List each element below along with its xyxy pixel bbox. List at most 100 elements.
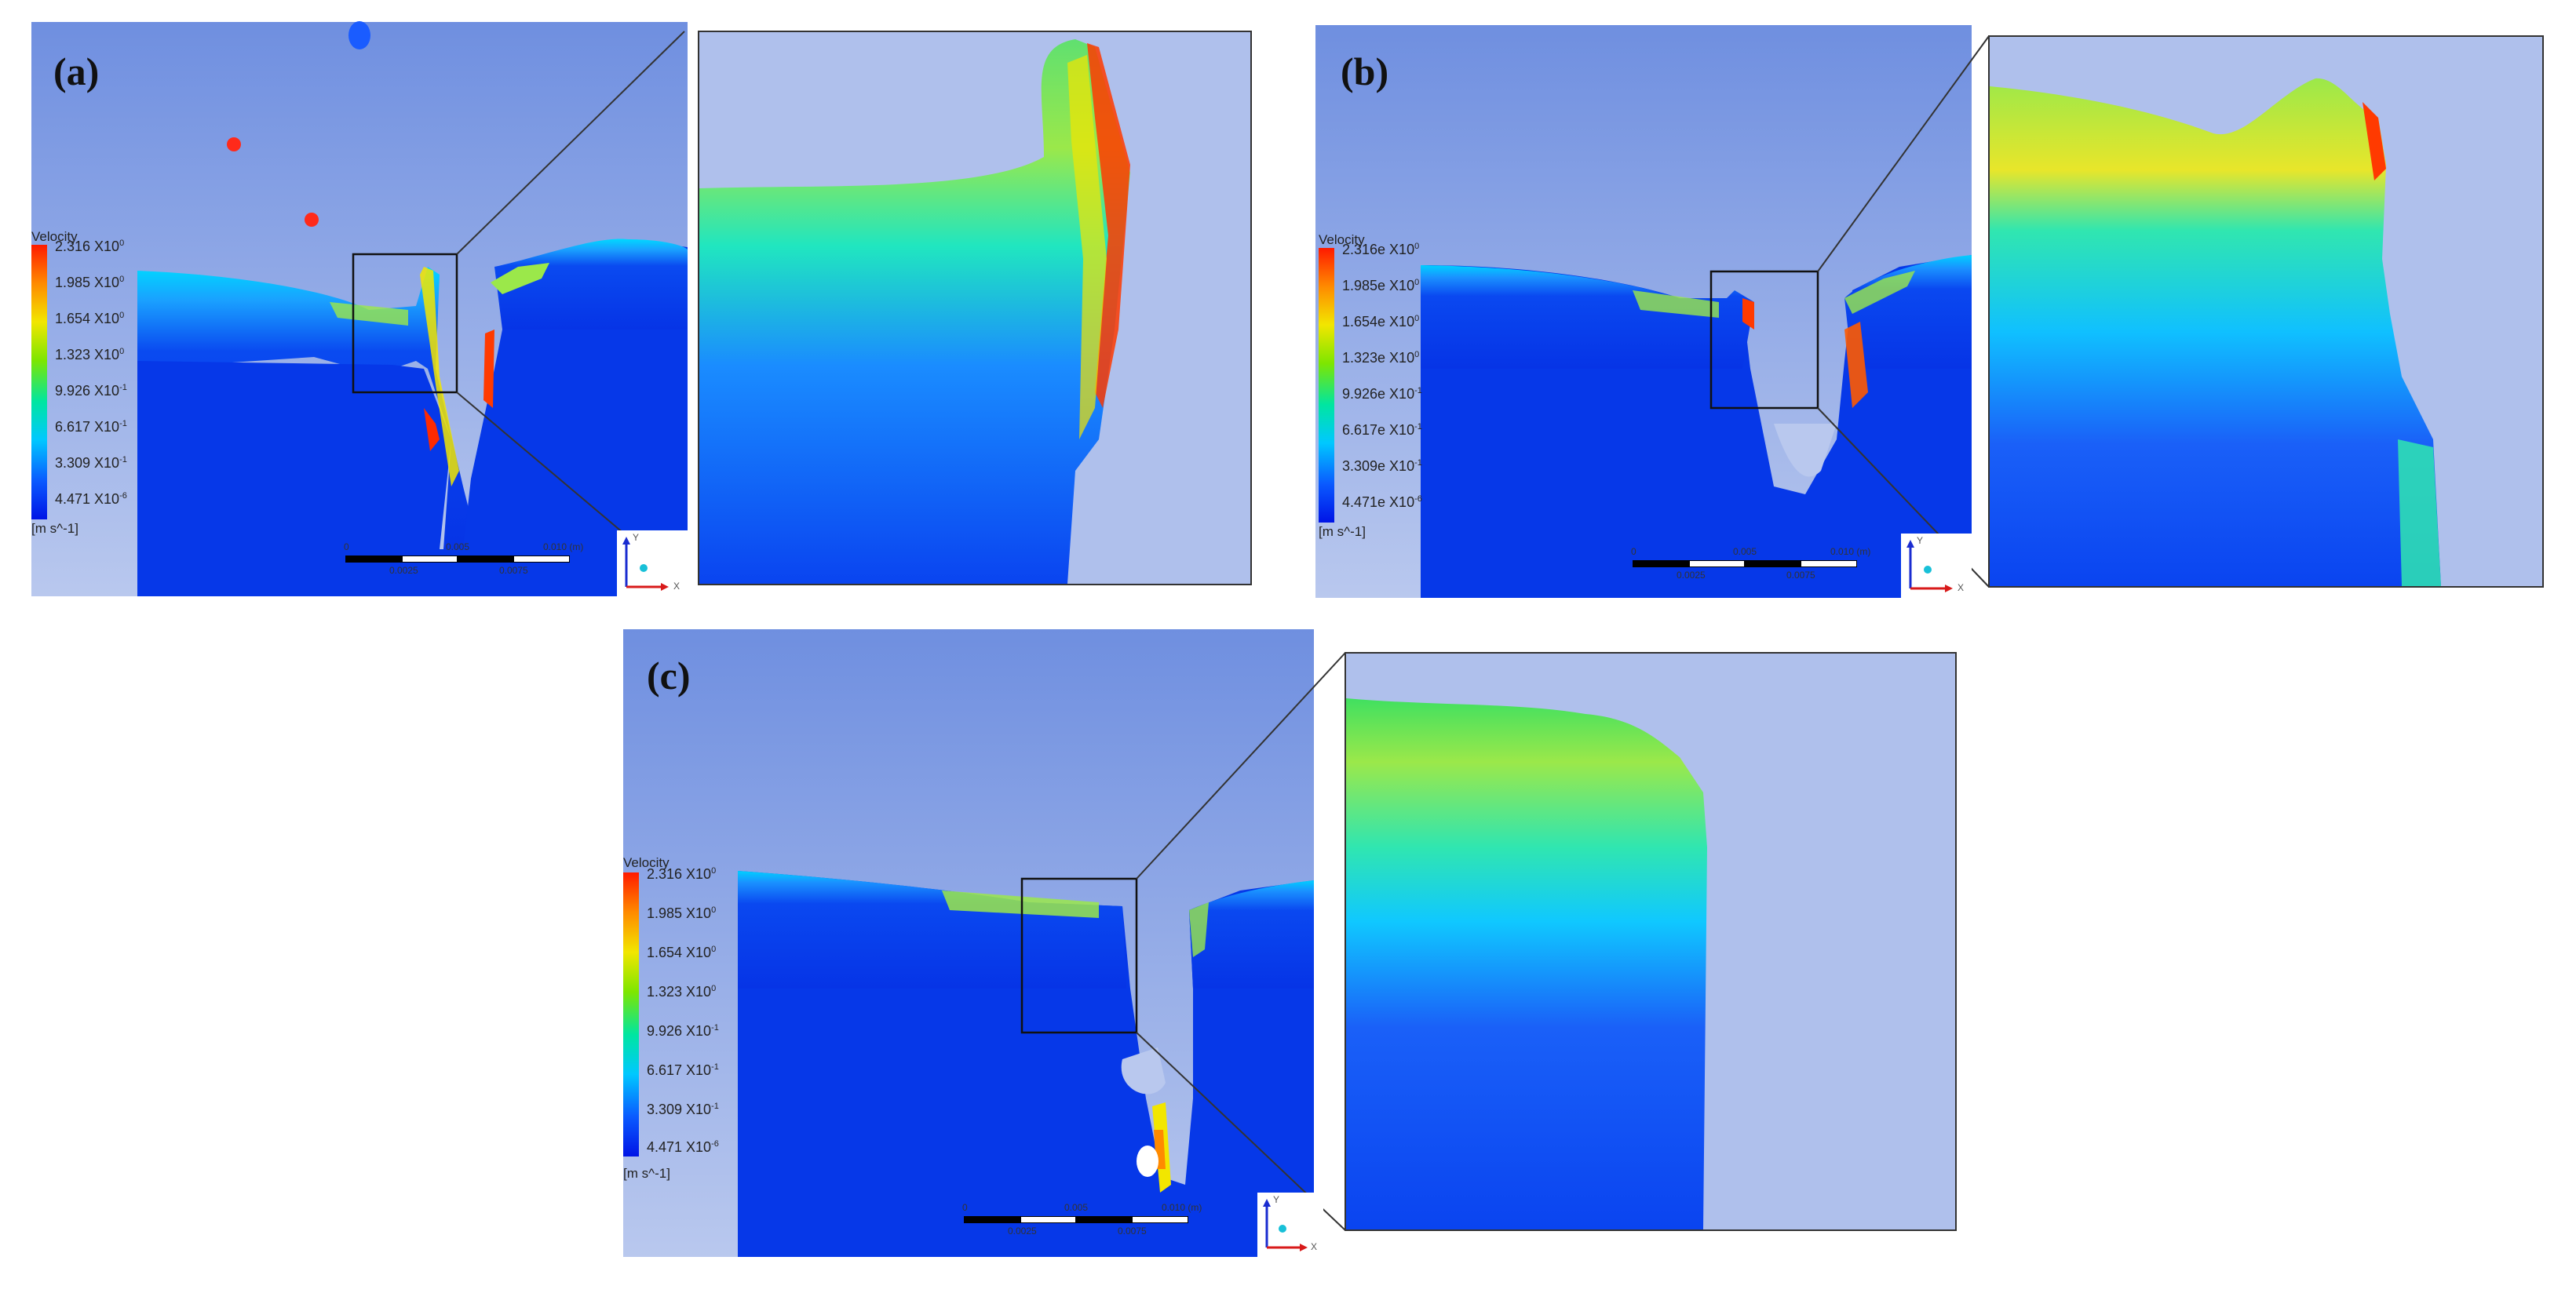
zoom-fluid-c [1346, 698, 1707, 1229]
panel-c-graphics [623, 629, 1957, 1257]
legend-tick: 1.323 X100 [647, 984, 717, 1000]
scale-label: 0.0075 [499, 565, 528, 576]
scale-label: 0 [344, 541, 349, 552]
axis-label-y: Y [1273, 1194, 1280, 1205]
fluid-body-left [738, 871, 1126, 989]
zoom-line [1817, 35, 1990, 272]
zoom-wall-hot [2363, 102, 2386, 180]
legend-tick: 9.926 X10-1 [647, 1023, 719, 1039]
droplet [348, 21, 370, 49]
color-bar [31, 245, 47, 519]
legend-tick: 1.985 X100 [55, 275, 125, 290]
scale-label: 0.010 (m) [1162, 1202, 1202, 1213]
scale-bar-b: 0 0.005 0.010 (m) 0.0025 0.0075 [1631, 546, 1899, 582]
scale-seg [1689, 560, 1746, 567]
scale-label: 0.0025 [389, 565, 418, 576]
legend-tick: 6.617 X10-1 [55, 419, 127, 435]
hotspot [330, 302, 408, 326]
legend-tick: 1.654 X100 [647, 945, 717, 960]
legend-tick: 1.654e X100 [1342, 314, 1420, 330]
panel-b: (b) Velocity 2.316e X100 1.985e X100 1.6… [1303, 0, 2576, 620]
inset-box-a [352, 253, 458, 394]
panel-a: (a) Velocity 2.316 X100 1.985 X100 1.654… [0, 0, 1287, 620]
legend-tick: 2.316e X100 [1342, 242, 1420, 257]
scale-seg [1075, 1216, 1132, 1223]
legend-tick: 9.926 X10-1 [55, 383, 127, 399]
zoom-view-frame [698, 31, 1252, 585]
scale-label: 0.005 [446, 541, 470, 552]
legend-tick: 1.985e X100 [1342, 278, 1420, 293]
hotspot [491, 263, 549, 294]
legend-tick: 4.471 X10-6 [647, 1139, 719, 1155]
fluid-body-right [494, 239, 688, 330]
axis-label-y: Y [1917, 535, 1924, 546]
scale-bar-c: 0 0.005 0.010 (m) 0.0025 0.0075 [962, 1202, 1231, 1238]
fluid-body-left [1421, 265, 1754, 369]
scale-seg [964, 1216, 1020, 1223]
droplet [227, 137, 241, 151]
scale-seg [345, 555, 402, 563]
legend-tick: 9.926e X10-1 [1342, 386, 1422, 402]
hotspot [424, 408, 440, 451]
inset-box-b [1709, 270, 1819, 410]
crater-bubble [1137, 1146, 1158, 1177]
axis-triad-a: Y X [617, 530, 688, 596]
color-bar [623, 872, 639, 1156]
zoom-view-frame [1345, 652, 1957, 1231]
droplet [305, 213, 319, 227]
axis-triad-c: Y X [1257, 1193, 1323, 1257]
legend-tick: 1.654 X100 [55, 311, 125, 326]
legend-title: Velocity [31, 229, 78, 244]
scale-label: 0.010 (m) [543, 541, 584, 552]
zoom-line [1136, 652, 1346, 880]
hotspot [1633, 290, 1719, 318]
scale-seg [1744, 560, 1801, 567]
crater-void [1121, 1047, 1166, 1095]
legend-tick: 4.471 X10-6 [55, 491, 127, 507]
scale-label: 0.0075 [1118, 1226, 1147, 1237]
fluid-body-left [137, 267, 479, 549]
scale-label: 0.0075 [1786, 570, 1815, 581]
hotspot [1844, 322, 1868, 408]
hotspot [1742, 298, 1754, 330]
panel-b-graphics [1315, 25, 2544, 598]
legend-title: Velocity [1319, 232, 1365, 247]
legend-tick: 2.316 X100 [55, 239, 125, 254]
axis-label-x: X [1311, 1241, 1318, 1252]
hotspot [1189, 902, 1209, 957]
legend-tick: 1.323e X100 [1342, 350, 1420, 366]
scale-seg [402, 555, 458, 563]
scale-bar-a: 0 0.005 0.010 (m) 0.0025 0.0075 [344, 541, 612, 577]
hotspot [942, 891, 1099, 918]
legend-tick: 6.617e X10-1 [1342, 422, 1422, 438]
scale-seg [1633, 560, 1689, 567]
scale-seg [1132, 1216, 1188, 1223]
panel-label-b: (b) [1341, 49, 1389, 93]
axis-triad-b: Y X [1901, 534, 1972, 598]
hotspot [483, 330, 494, 408]
axis-label-x: X [1958, 582, 1965, 593]
zoom-wall-mid [1067, 55, 1107, 439]
legend-tick: 6.617 X10-1 [647, 1062, 719, 1078]
scale-label: 0.005 [1733, 546, 1757, 557]
scale-label: 0 [962, 1202, 968, 1213]
zoom-view-frame [1988, 35, 2544, 588]
crater-void [1774, 424, 1837, 477]
hotspot [420, 267, 459, 486]
panel-label-a: (a) [53, 49, 100, 93]
zoom-line [456, 31, 685, 255]
legend-unit: [m s^-1] [1319, 524, 1366, 539]
zoom-wall-mid [2398, 439, 2441, 586]
inset-box-c [1020, 877, 1138, 1034]
zoom-fluid-a [699, 39, 1130, 584]
panel-a-graphics [31, 21, 1252, 596]
color-bar [1319, 248, 1334, 523]
axis-label-y: Y [633, 532, 640, 543]
scale-seg [513, 555, 570, 563]
scale-seg [457, 555, 513, 563]
scale-label: 0.0025 [1008, 1226, 1037, 1237]
scale-label: 0.010 (m) [1830, 546, 1871, 557]
panel-label-c: (c) [647, 654, 691, 698]
scale-seg [1801, 560, 1857, 567]
legend-unit: [m s^-1] [623, 1166, 670, 1181]
